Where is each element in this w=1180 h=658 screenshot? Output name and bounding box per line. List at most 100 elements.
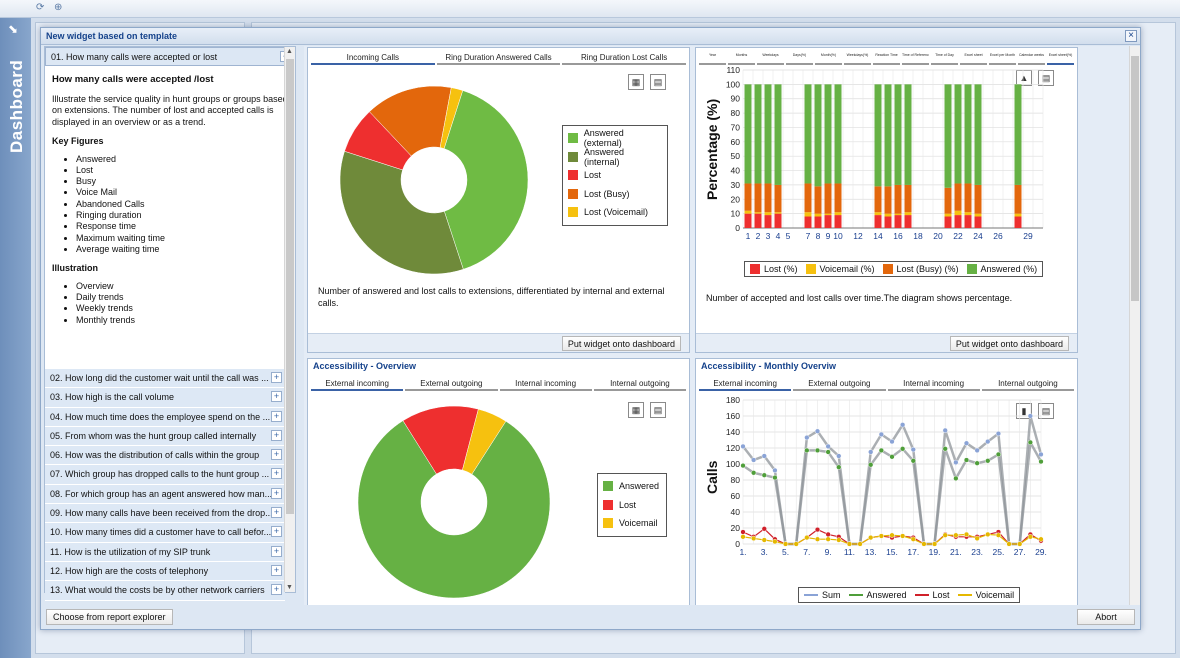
tab-w3-1[interactable]: External outgoing — [405, 377, 498, 391]
zoom-icon[interactable]: ▦ — [628, 74, 644, 90]
expand-icon[interactable]: + — [271, 526, 282, 538]
x-tick-label: 22 — [953, 231, 963, 241]
template-description: How many calls were accepted /lost Illus… — [45, 66, 295, 364]
add-icon[interactable]: ⊕ — [54, 2, 63, 13]
tab-w4-0[interactable]: External incoming — [699, 377, 792, 391]
bar-segment — [764, 212, 772, 216]
tab-w2-11[interactable]: Calendar weeks — [1018, 51, 1045, 65]
key-figure-item: Lost — [76, 165, 288, 176]
legend-item: Answered — [848, 590, 907, 600]
tab-w2-6[interactable]: Reaction Time — [873, 51, 900, 65]
template-item[interactable]: 07. Which group has dropped calls to the… — [45, 465, 285, 485]
tab-w3-2[interactable]: Internal incoming — [499, 377, 592, 391]
legend-swatch — [914, 594, 929, 596]
data-point — [921, 541, 927, 547]
put-widget-button[interactable]: Put widget onto dashboard — [561, 336, 681, 351]
scroll-down-icon[interactable]: ▼ — [286, 584, 293, 591]
y-tick-label: 20 — [731, 523, 741, 533]
table-icon[interactable]: ▤ — [650, 402, 666, 418]
x-tick-label: 1. — [739, 547, 746, 557]
refresh-icon[interactable]: ⟳ — [36, 2, 45, 13]
bar-segment — [884, 186, 892, 214]
expand-icon[interactable]: + — [271, 372, 282, 383]
tab-w3-0[interactable]: External incoming — [311, 377, 404, 391]
area-chart-icon[interactable]: ▲ — [1016, 70, 1032, 86]
data-point — [1038, 451, 1044, 458]
scrollbar-thumb[interactable] — [1131, 56, 1139, 301]
tab-w2-12[interactable]: Excel sheet(%) — [1047, 51, 1074, 65]
close-icon[interactable]: × — [1125, 30, 1137, 42]
x-tick-label: 23. — [971, 547, 983, 557]
bar-segment — [1014, 84, 1022, 185]
left-scrollbar[interactable]: ▲ ▼ — [284, 47, 295, 592]
zoom-icon[interactable]: ▦ — [628, 402, 644, 418]
y-tick-label: 70 — [731, 122, 741, 132]
expand-icon[interactable]: + — [271, 468, 282, 480]
bar-segment — [834, 84, 842, 184]
template-item[interactable]: 10. How many times did a customer have t… — [45, 523, 285, 543]
report-explorer-button[interactable]: Choose from report explorer — [46, 609, 173, 625]
tab-w3-3[interactable]: Internal outgoing — [593, 377, 686, 391]
tab-w2-7[interactable]: Time of Reference — [902, 51, 929, 65]
template-item-active[interactable]: 01. How many calls were accepted or lost… — [45, 47, 295, 66]
pane-splitter[interactable] — [299, 46, 304, 593]
expand-icon[interactable]: + — [271, 391, 282, 403]
tab-w2-1[interactable]: Months — [728, 51, 755, 65]
table-icon[interactable]: ▤ — [1038, 403, 1054, 419]
template-item[interactable]: 04. How much time does the employee spen… — [45, 407, 285, 427]
y-tick-label: 10 — [731, 209, 741, 219]
expand-icon[interactable]: + — [271, 507, 282, 519]
collapse-arrow-icon[interactable]: ⬊ — [8, 22, 19, 36]
expand-icon[interactable]: + — [271, 410, 282, 422]
abort-button[interactable]: Abort — [1077, 609, 1135, 625]
template-item[interactable]: 05. From whom was the hunt group called … — [45, 426, 285, 447]
data-point — [899, 446, 906, 452]
template-item[interactable]: 06. How was the distribution of calls wi… — [45, 446, 285, 466]
tab-w2-0[interactable]: Year — [699, 51, 726, 65]
expand-icon[interactable]: + — [271, 449, 282, 461]
tab-w4-3[interactable]: Internal outgoing — [981, 377, 1074, 391]
tab-w2-4[interactable]: Month(%) — [815, 51, 842, 65]
template-item[interactable]: 03. How high is the call volume + — [45, 388, 285, 408]
data-point — [953, 459, 959, 466]
expand-icon[interactable]: + — [271, 564, 282, 576]
expand-icon[interactable]: + — [271, 429, 282, 441]
template-item[interactable]: 12. How high are the costs of telephony + — [45, 561, 285, 582]
tab-w2-5[interactable]: Weekdays(%) — [844, 51, 871, 65]
data-point — [963, 531, 970, 538]
x-tick-label: 29 — [1023, 231, 1033, 241]
expand-icon[interactable]: + — [271, 487, 282, 499]
tab-w4-2[interactable]: Internal incoming — [887, 377, 980, 391]
legend-item: Voicemail — [603, 514, 661, 533]
data-point — [995, 532, 1002, 538]
template-item[interactable]: 13. What would the costs be by other net… — [45, 581, 285, 601]
expand-icon[interactable]: + — [271, 584, 282, 596]
scroll-up-icon[interactable]: ▲ — [286, 48, 293, 55]
template-item[interactable]: 11. How is the utilization of my SIP tru… — [45, 542, 285, 562]
template-item[interactable]: 02. How long did the customer wait until… — [45, 369, 285, 389]
data-point — [899, 422, 906, 428]
tab-w2-2[interactable]: Weekdays — [757, 51, 784, 65]
tab-w1-1[interactable]: Ring Duration Answered Calls — [436, 51, 561, 65]
tab-w4-1[interactable]: External outgoing — [793, 377, 886, 391]
w1-legend: Answered (external) Answered (internal) Lo… — [562, 125, 668, 226]
table-icon[interactable]: ▤ — [650, 74, 666, 90]
tab-w2-8[interactable]: Time of Day — [931, 51, 958, 65]
tab-w2-3[interactable]: Days(%) — [786, 51, 813, 65]
tab-w1-0[interactable]: Incoming Calls — [311, 51, 435, 65]
template-item[interactable]: 09. How many calls have been received fr… — [45, 504, 285, 524]
tab-w1-2[interactable]: Ring Duration Lost Calls — [562, 51, 686, 65]
bar-segment — [974, 213, 982, 217]
tab-w2-9[interactable]: Excel sheet — [960, 51, 987, 65]
scrollbar-thumb[interactable] — [286, 59, 294, 514]
table-icon[interactable]: ▤ — [1038, 70, 1054, 86]
right-scrollbar[interactable] — [1129, 46, 1140, 606]
legend-swatch — [805, 264, 816, 274]
tab-w2-10[interactable]: Excel per Month — [989, 51, 1016, 65]
widget-incoming-calls: Incoming Calls Ring Duration Answered Cal… — [307, 47, 690, 353]
template-item[interactable]: 08. For which group has an agent answere… — [45, 484, 285, 505]
bar-segment — [814, 213, 822, 217]
expand-icon[interactable]: + — [271, 545, 282, 557]
put-widget-button[interactable]: Put widget onto dashboard — [949, 336, 1069, 351]
template-item-label: 08. For which group has an agent answere… — [50, 488, 273, 499]
